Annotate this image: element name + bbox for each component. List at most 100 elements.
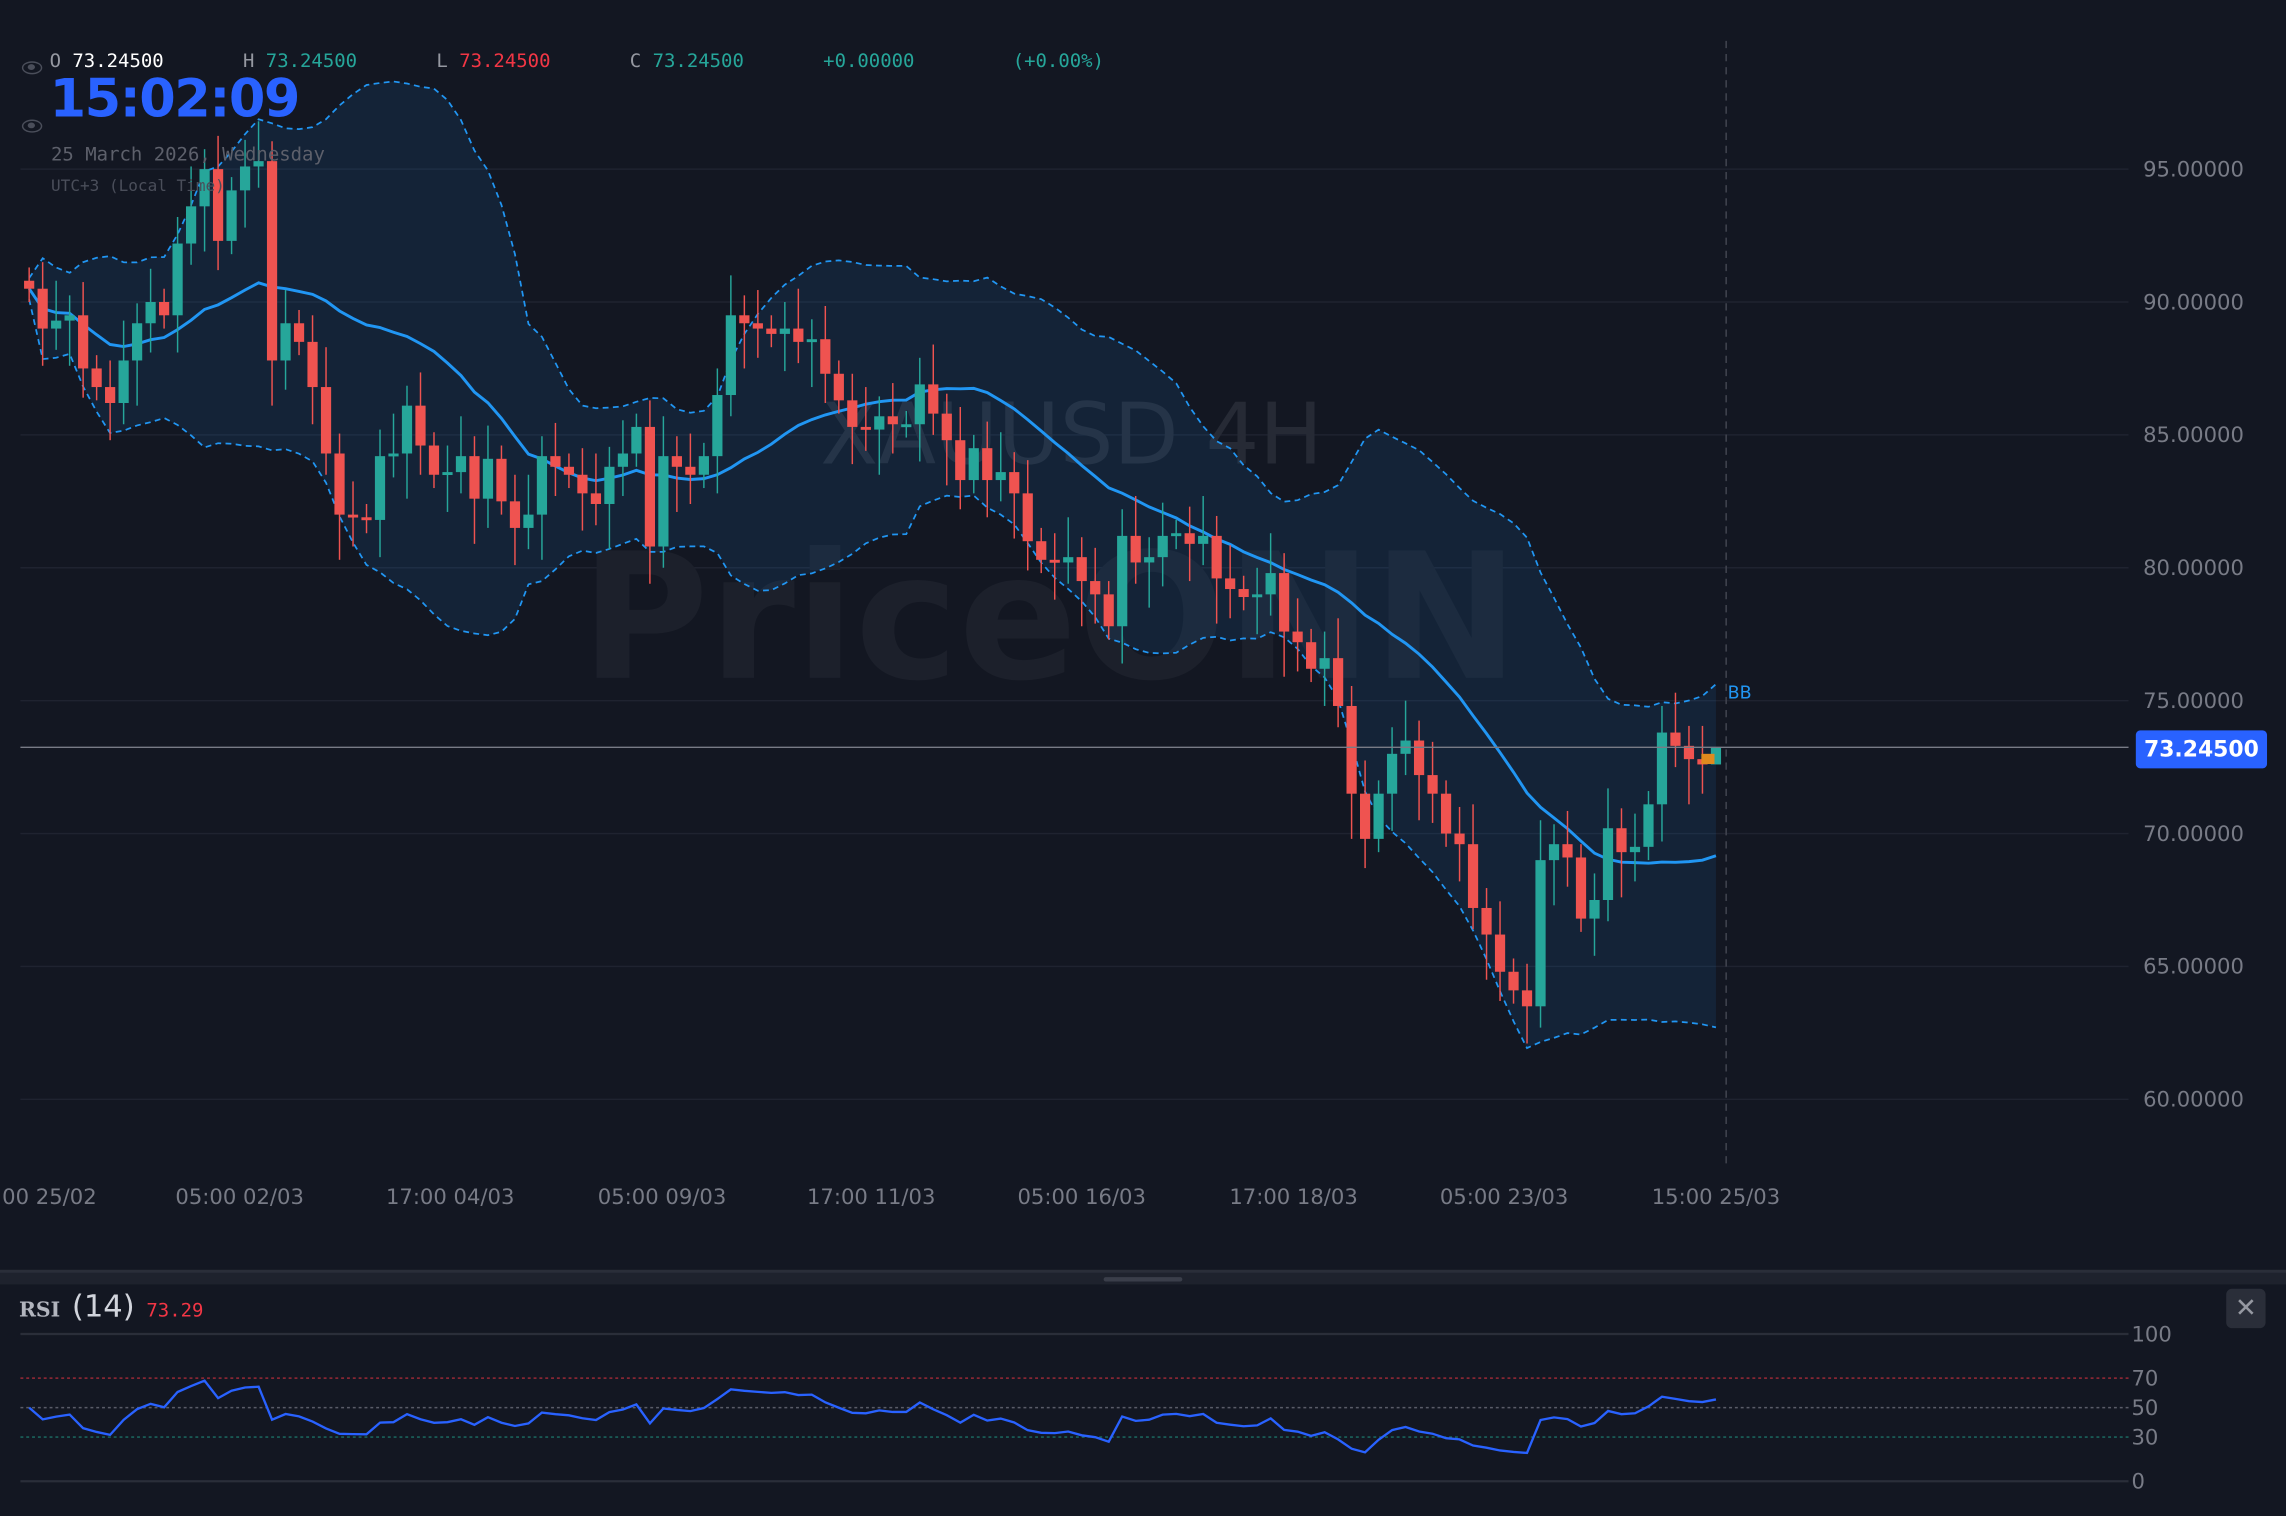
candle[interactable] bbox=[577, 448, 588, 531]
candle[interactable] bbox=[442, 445, 453, 512]
candle[interactable] bbox=[685, 433, 696, 504]
candle[interactable] bbox=[590, 453, 602, 526]
candle[interactable] bbox=[347, 481, 359, 547]
candle[interactable] bbox=[24, 267, 35, 303]
candle[interactable] bbox=[293, 309, 305, 356]
candle[interactable] bbox=[1427, 741, 1438, 823]
eye-icon[interactable] bbox=[21, 119, 43, 133]
candle[interactable] bbox=[1090, 547, 1101, 624]
candle[interactable] bbox=[1049, 533, 1060, 600]
candle[interactable] bbox=[1548, 824, 1560, 906]
close-icon[interactable]: ✕ bbox=[2226, 1288, 2266, 1329]
candle[interactable] bbox=[941, 393, 952, 486]
candle[interactable] bbox=[1413, 720, 1425, 821]
candle[interactable] bbox=[1616, 808, 1627, 898]
candle[interactable] bbox=[779, 302, 790, 372]
candle[interactable] bbox=[307, 315, 318, 425]
candle[interactable] bbox=[1225, 545, 1236, 619]
candle[interactable] bbox=[253, 121, 264, 188]
candle[interactable] bbox=[1710, 747, 1722, 765]
candle[interactable] bbox=[64, 295, 75, 366]
candle[interactable] bbox=[1629, 813, 1641, 882]
candle[interactable] bbox=[617, 420, 629, 497]
candle[interactable] bbox=[914, 357, 925, 462]
candle[interactable] bbox=[1279, 553, 1290, 677]
candle[interactable] bbox=[1252, 567, 1263, 635]
candle[interactable] bbox=[226, 177, 237, 255]
candle[interactable] bbox=[1440, 780, 1452, 847]
candle[interactable] bbox=[1683, 725, 1695, 805]
candle[interactable] bbox=[1359, 760, 1371, 869]
candle[interactable] bbox=[820, 305, 831, 403]
candle[interactable] bbox=[185, 166, 197, 265]
candle[interactable] bbox=[887, 383, 898, 454]
price-chart[interactable]: XAUUSD 4H PriceONN BB 95.00000 90.00000 85… bbox=[0, 0, 2286, 1268]
candle[interactable] bbox=[1076, 537, 1087, 627]
candle[interactable] bbox=[1589, 873, 1600, 956]
candle[interactable] bbox=[401, 385, 413, 499]
candle[interactable] bbox=[725, 275, 736, 417]
candle[interactable] bbox=[280, 290, 291, 390]
candle[interactable] bbox=[1575, 844, 1587, 932]
candle[interactable] bbox=[145, 268, 156, 353]
candle[interactable] bbox=[132, 303, 143, 406]
candle[interactable] bbox=[698, 442, 709, 489]
candle[interactable] bbox=[158, 288, 170, 329]
candle[interactable] bbox=[105, 360, 116, 441]
candle[interactable] bbox=[658, 416, 669, 568]
eye-icon[interactable] bbox=[21, 61, 43, 75]
candle[interactable] bbox=[1130, 496, 1141, 584]
candle[interactable] bbox=[1117, 509, 1128, 664]
candle[interactable] bbox=[874, 396, 885, 475]
candle[interactable] bbox=[1144, 537, 1155, 608]
candle[interactable] bbox=[860, 387, 871, 451]
candle[interactable] bbox=[847, 373, 858, 465]
candle[interactable] bbox=[496, 445, 507, 515]
candle[interactable] bbox=[1211, 515, 1222, 624]
candle[interactable] bbox=[995, 432, 1006, 502]
candle[interactable] bbox=[752, 290, 763, 358]
candle[interactable] bbox=[982, 421, 993, 518]
candle[interactable] bbox=[334, 433, 345, 560]
candle[interactable] bbox=[1602, 788, 1614, 922]
candle[interactable] bbox=[1643, 791, 1654, 861]
candle[interactable] bbox=[1454, 806, 1465, 882]
candle[interactable] bbox=[118, 320, 129, 425]
candle[interactable] bbox=[1535, 820, 1546, 1028]
candle[interactable] bbox=[1238, 575, 1249, 611]
grip-icon[interactable] bbox=[1103, 1277, 1183, 1282]
candle[interactable] bbox=[523, 474, 534, 550]
candle[interactable] bbox=[361, 503, 372, 534]
candle[interactable] bbox=[1009, 452, 1020, 539]
candle[interactable] bbox=[955, 406, 966, 510]
candle[interactable] bbox=[536, 436, 548, 560]
candle[interactable] bbox=[1346, 686, 1357, 839]
candle[interactable] bbox=[1333, 618, 1344, 728]
candle[interactable] bbox=[51, 280, 62, 350]
candle[interactable] bbox=[1157, 502, 1168, 587]
candle[interactable] bbox=[1508, 958, 1519, 1004]
candle[interactable] bbox=[415, 372, 426, 475]
candle[interactable] bbox=[1319, 631, 1330, 706]
candle[interactable] bbox=[901, 410, 912, 438]
candle[interactable] bbox=[469, 436, 480, 544]
candle[interactable] bbox=[199, 149, 210, 252]
candle[interactable] bbox=[1063, 517, 1074, 584]
candle[interactable] bbox=[266, 141, 278, 406]
candle[interactable] bbox=[1656, 705, 1668, 842]
candle[interactable] bbox=[793, 288, 804, 364]
candle[interactable] bbox=[1184, 506, 1195, 582]
candle[interactable] bbox=[806, 319, 817, 388]
candle[interactable] bbox=[1521, 963, 1533, 1044]
candle[interactable] bbox=[428, 432, 440, 489]
candle[interactable] bbox=[1562, 810, 1573, 887]
candle[interactable] bbox=[1103, 581, 1114, 640]
candle[interactable] bbox=[712, 368, 723, 494]
candle[interactable] bbox=[968, 434, 979, 494]
candle[interactable] bbox=[1386, 727, 1398, 831]
candle[interactable] bbox=[509, 474, 521, 566]
candle[interactable] bbox=[1670, 692, 1681, 768]
candle[interactable] bbox=[631, 413, 642, 467]
pane-resize-handle[interactable] bbox=[0, 1269, 2286, 1285]
candle[interactable] bbox=[928, 344, 939, 435]
